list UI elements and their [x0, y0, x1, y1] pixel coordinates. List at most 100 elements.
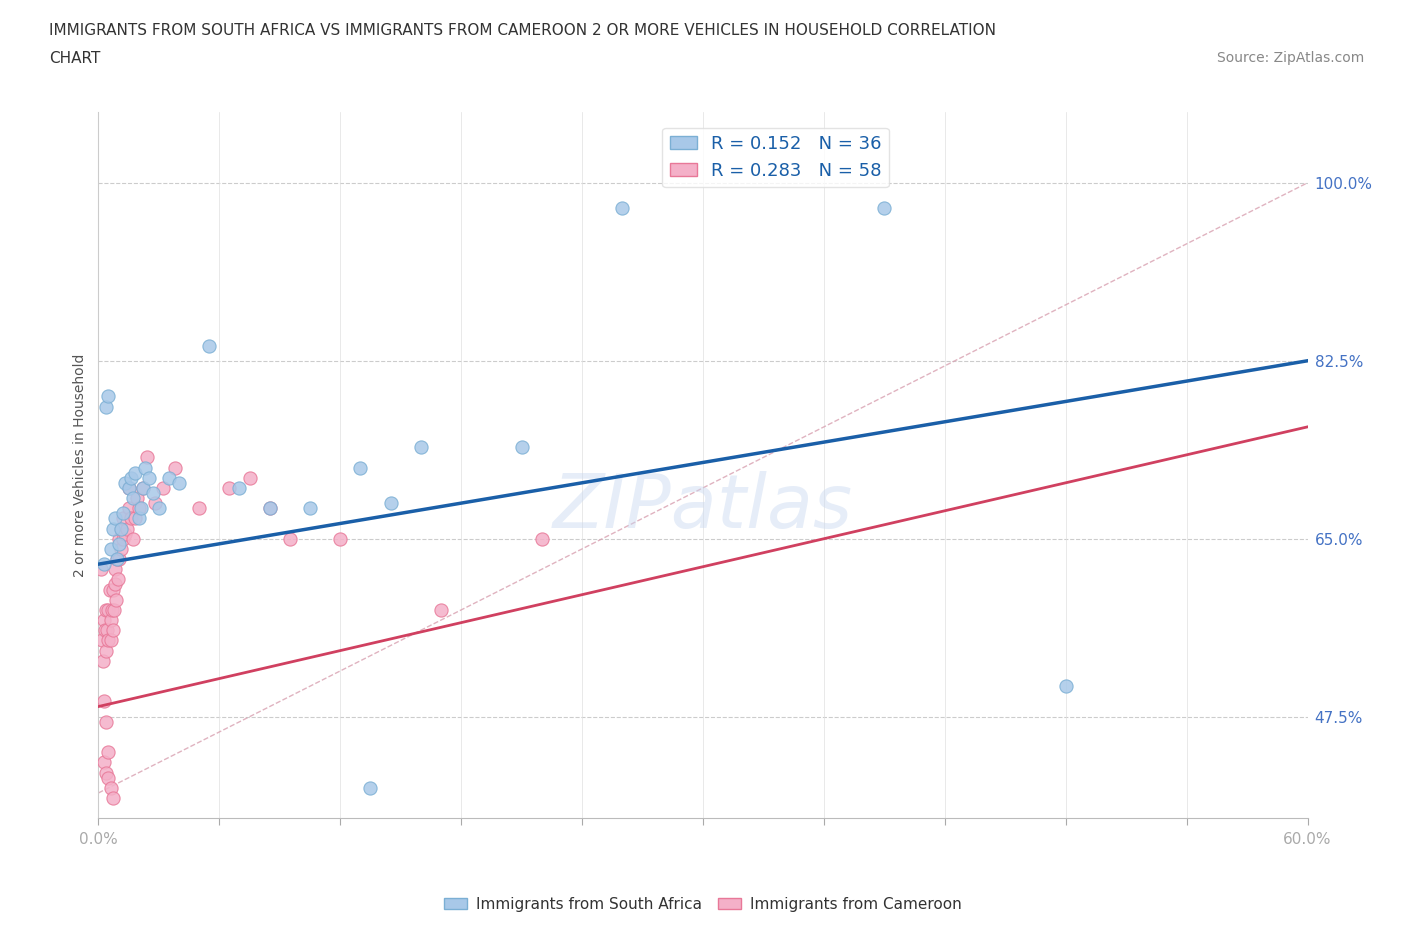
Point [1054, 679, 1077, 694]
Point [118, 481, 141, 496]
Point [128, 511, 150, 525]
Point [278, 531, 301, 546]
Point [152, 481, 174, 496]
Point [97, 603, 120, 618]
Legend: R = 0.152   N = 36, R = 0.283   N = 58: R = 0.152 N = 36, R = 0.283 N = 58 [662, 127, 889, 187]
Point [132, 481, 155, 496]
Point [135, 450, 157, 465]
Point [120, 471, 142, 485]
Point [138, 471, 160, 485]
Point [93, 557, 115, 572]
Point [142, 485, 165, 500]
Point [96, 765, 118, 780]
Point [103, 603, 125, 618]
Point [97, 745, 120, 760]
Point [101, 790, 124, 805]
Point [259, 500, 281, 515]
Point [329, 531, 352, 546]
Point [94, 623, 117, 638]
Point [157, 471, 180, 485]
Point [93, 755, 115, 770]
Point [118, 481, 141, 496]
Point [100, 613, 122, 628]
Point [96, 603, 118, 618]
Point [107, 531, 129, 546]
Point [107, 551, 129, 566]
Text: Source: ZipAtlas.com: Source: ZipAtlas.com [1216, 51, 1364, 65]
Point [100, 780, 122, 795]
Point [349, 460, 371, 475]
Point [111, 531, 134, 546]
Point [121, 531, 143, 546]
Point [124, 511, 146, 525]
Point [121, 491, 143, 506]
Point [118, 500, 141, 515]
Point [163, 460, 186, 475]
Point [128, 500, 150, 515]
Point [132, 481, 155, 496]
Point [91, 633, 114, 648]
Text: ZIPatlas: ZIPatlas [553, 472, 853, 543]
Point [103, 511, 125, 525]
Point [103, 562, 125, 577]
Point [100, 541, 122, 556]
Point [96, 644, 118, 658]
Point [111, 506, 134, 521]
Point [530, 531, 553, 546]
Point [96, 399, 118, 414]
Point [90, 562, 112, 577]
Point [97, 389, 120, 404]
Point [299, 500, 322, 515]
Point [125, 491, 148, 506]
Point [107, 572, 129, 587]
Point [120, 511, 142, 525]
Point [129, 500, 152, 515]
Point [124, 465, 146, 480]
Point [93, 613, 115, 628]
Point [97, 770, 120, 785]
Point [105, 551, 128, 566]
Point [167, 475, 190, 490]
Point [110, 521, 132, 536]
Point [107, 537, 129, 551]
Point [100, 633, 122, 648]
Point [873, 201, 896, 216]
Point [380, 496, 402, 511]
Text: CHART: CHART [49, 51, 101, 66]
Point [110, 541, 132, 556]
Point [105, 551, 128, 566]
Point [111, 511, 134, 525]
Point [148, 500, 170, 515]
Point [115, 521, 138, 536]
Point [104, 592, 127, 607]
Y-axis label: 2 or more Vehicles in Household: 2 or more Vehicles in Household [73, 353, 87, 577]
Point [97, 633, 120, 648]
Point [110, 521, 132, 536]
Legend: Immigrants from South Africa, Immigrants from Cameroon: Immigrants from South Africa, Immigrants… [439, 891, 967, 918]
Point [114, 526, 136, 541]
Point [198, 339, 221, 353]
Point [259, 500, 281, 515]
Point [239, 471, 262, 485]
Point [101, 521, 124, 536]
Point [93, 694, 115, 709]
Point [114, 475, 136, 490]
Point [430, 603, 453, 618]
Point [100, 603, 122, 618]
Point [218, 481, 240, 496]
Point [134, 460, 156, 475]
Point [228, 481, 250, 496]
Point [143, 496, 166, 511]
Point [93, 654, 115, 669]
Point [101, 623, 124, 638]
Point [409, 440, 432, 455]
Point [188, 500, 211, 515]
Point [103, 577, 125, 591]
Text: IMMIGRANTS FROM SOUTH AFRICA VS IMMIGRANTS FROM CAMEROON 2 OR MORE VEHICLES IN H: IMMIGRANTS FROM SOUTH AFRICA VS IMMIGRAN… [49, 23, 997, 38]
Point [360, 780, 382, 795]
Point [101, 582, 124, 597]
Point [98, 582, 121, 597]
Point [96, 623, 118, 638]
Point [612, 201, 634, 216]
Point [510, 440, 533, 455]
